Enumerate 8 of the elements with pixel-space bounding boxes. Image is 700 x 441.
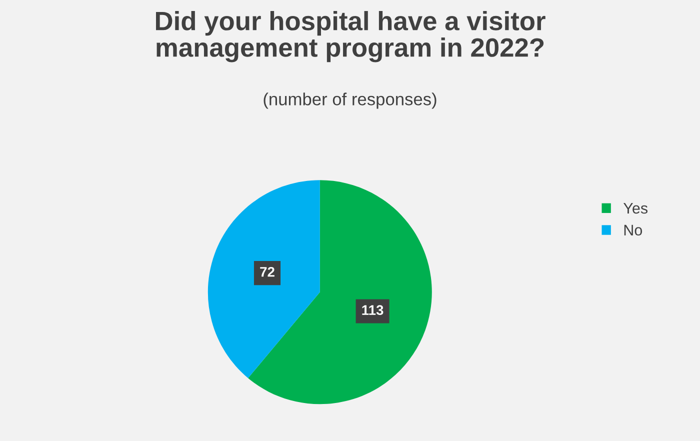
pie-slice — [248, 180, 432, 404]
chart-subtitle: (number of responses) — [264, 92, 436, 109]
pie-slice — [208, 180, 320, 378]
data-label: 72 — [260, 266, 274, 277]
chart-title: Did your hospital have a visitor management program in 2022? — [156, 11, 546, 62]
legend-label: Yes — [623, 203, 648, 214]
legend-label: No — [624, 224, 642, 236]
data-label: 113 — [362, 305, 384, 316]
